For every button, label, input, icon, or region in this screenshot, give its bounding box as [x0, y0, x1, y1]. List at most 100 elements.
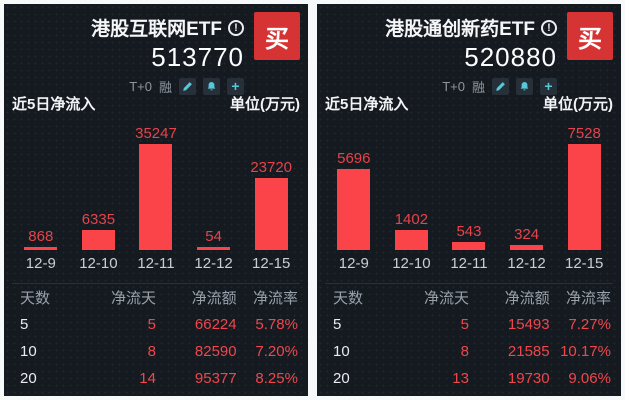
- bar-value-label: 868: [28, 227, 54, 245]
- bar: [139, 143, 173, 250]
- table-row: 20 13 19730 9.06%: [325, 365, 613, 392]
- bar-chart: 5696 1402 543 324 7528: [325, 116, 613, 250]
- table-cell: 13: [452, 369, 469, 387]
- table-row: 5 5 66224 5.78%: [12, 311, 300, 338]
- bar-column: 324: [499, 226, 554, 250]
- bar: [254, 178, 288, 250]
- date-label: 12-9: [25, 254, 56, 272]
- bar-value-label: 1402: [394, 210, 429, 228]
- bar-value-label: 543: [456, 222, 482, 240]
- section-title: 近5日净流入: [12, 96, 96, 114]
- table-header-row: 天数 净流天 净流额 净流率: [325, 284, 613, 311]
- table-cell: 95377: [194, 369, 237, 387]
- bar-column: 5696: [326, 150, 381, 250]
- table-header-cell: 净流天: [110, 289, 156, 307]
- flow-table: 天数 净流天 净流额 净流率 5 5 15493 7.27% 10 8 21585 10.17% 20 1…: [325, 282, 613, 392]
- bar-column: 1402: [384, 211, 439, 250]
- edit-icon[interactable]: [179, 77, 196, 95]
- card-header: 买 港股互联网ETF ! 513770 T+0 融 +: [12, 10, 300, 95]
- date-axis: 12-9 12-10 12-11 12-12 12-15: [325, 250, 613, 277]
- edit-icon[interactable]: [492, 77, 509, 95]
- bar: [394, 229, 428, 250]
- add-icon[interactable]: +: [540, 77, 557, 95]
- bar-value-label: 5696: [337, 150, 371, 168]
- bar: [337, 169, 371, 250]
- table-cell: 10: [20, 342, 37, 360]
- date-label: 12-10: [79, 254, 118, 272]
- table-header-cell: 净流额: [191, 289, 237, 307]
- table-cell: 66224: [194, 315, 237, 333]
- add-icon[interactable]: +: [227, 77, 244, 95]
- info-icon[interactable]: !: [541, 19, 557, 36]
- table-cell: 7.27%: [568, 315, 611, 333]
- buy-button[interactable]: 买: [567, 12, 613, 60]
- table-cell: 5: [333, 315, 342, 333]
- date-label: 12-11: [137, 254, 175, 272]
- table-header-cell: 天数: [20, 289, 51, 307]
- bar-value-label: 324: [514, 225, 540, 243]
- date-label: 12-11: [450, 254, 488, 272]
- date-label: 12-10: [392, 254, 431, 272]
- etf-title: 港股通创新药ETF: [385, 19, 535, 40]
- date-label: 12-15: [251, 254, 291, 272]
- table-header-cell: 净流天: [423, 289, 469, 307]
- table-cell: 7.20%: [255, 342, 298, 360]
- bar-column: 35247: [129, 125, 184, 250]
- table-cell: 82590: [194, 342, 237, 360]
- bar: [81, 230, 115, 250]
- etf-card: 买 港股互联网ETF ! 513770 T+0 融 + 近5日净流入 单位(万元…: [4, 4, 308, 396]
- etf-code: 513770: [151, 42, 244, 72]
- table-cell: 8: [460, 342, 469, 360]
- table-cell: 5: [20, 315, 29, 333]
- bar: [24, 246, 58, 250]
- table-cell: 8.25%: [255, 369, 298, 387]
- bar-column: 54: [186, 228, 241, 250]
- unit-label: 单位(万元): [230, 96, 300, 114]
- table-row: 10 8 82590 7.20%: [12, 338, 300, 365]
- bar-value-label: 54: [205, 228, 222, 246]
- info-icon[interactable]: !: [228, 19, 244, 36]
- bar: [452, 241, 486, 250]
- card-header: 买 港股通创新药ETF ! 520880 T+0 融 +: [325, 10, 613, 95]
- unit-label: 单位(万元): [543, 96, 613, 114]
- bar-value-label: 35247: [135, 124, 177, 142]
- section-title: 近5日净流入: [325, 96, 409, 114]
- table-cell: 5: [147, 315, 156, 333]
- bar-value-label: 23720: [250, 159, 293, 177]
- table-header-cell: 净流率: [252, 289, 298, 307]
- etf-code: 520880: [464, 42, 557, 72]
- etf-title: 港股互联网ETF: [91, 19, 222, 40]
- buy-button[interactable]: 买: [254, 12, 300, 60]
- table-cell: 10: [333, 342, 350, 360]
- bar: [197, 247, 231, 250]
- t0-badge: T+0: [129, 78, 152, 94]
- bar-column: 868: [13, 228, 68, 250]
- table-cell: 5.78%: [255, 315, 298, 333]
- table-cell: 15493: [507, 315, 550, 333]
- bar-column: 7528: [557, 125, 612, 250]
- table-cell: 14: [139, 369, 156, 387]
- flow-table: 天数 净流天 净流额 净流率 5 5 66224 5.78% 10 8 82590 7.20% 20 14…: [12, 282, 300, 392]
- date-axis: 12-9 12-10 12-11 12-12 12-15: [12, 250, 300, 277]
- bar-column: 23720: [244, 159, 299, 250]
- table-header-cell: 净流额: [504, 289, 550, 307]
- table-header-row: 天数 净流天 净流额 净流率: [12, 284, 300, 311]
- etf-card: 买 港股通创新药ETF ! 520880 T+0 融 + 近5日净流入 单位(万…: [317, 4, 621, 396]
- bar-column: 6335: [71, 211, 126, 250]
- alert-icon[interactable]: [203, 77, 220, 95]
- alert-icon[interactable]: [516, 77, 533, 95]
- table-cell: 5: [460, 315, 469, 333]
- table-row: 10 8 21585 10.17%: [325, 338, 613, 365]
- table-cell: 9.06%: [568, 369, 611, 387]
- margin-badge: 融: [471, 79, 485, 95]
- table-header-cell: 净流率: [565, 289, 611, 307]
- table-cell: 19730: [507, 369, 550, 387]
- table-cell: 21585: [507, 342, 550, 360]
- date-label: 12-9: [338, 254, 369, 272]
- table-cell: 20: [333, 369, 350, 387]
- table-header-cell: 天数: [333, 289, 364, 307]
- bar-value-label: 7528: [567, 124, 601, 142]
- table-cell: 10.17%: [560, 342, 611, 360]
- table-cell: 20: [20, 369, 37, 387]
- date-label: 12-12: [507, 254, 546, 272]
